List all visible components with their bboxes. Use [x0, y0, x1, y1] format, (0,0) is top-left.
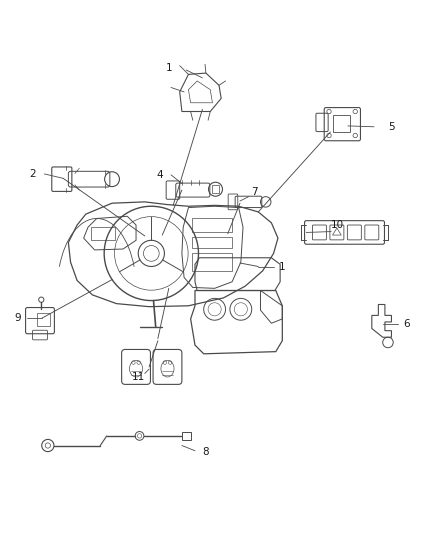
Text: 4: 4 [157, 170, 163, 180]
Text: 7: 7 [251, 187, 257, 197]
Bar [192, 237, 232, 248]
Bar [182, 432, 191, 440]
Text: 1: 1 [166, 63, 172, 73]
Text: 2: 2 [29, 169, 35, 179]
Bar [212, 185, 219, 193]
Text: 8: 8 [203, 447, 209, 457]
Text: 5: 5 [388, 122, 395, 132]
Text: 1: 1 [279, 262, 286, 271]
Text: 9: 9 [15, 313, 21, 323]
Bar [37, 313, 49, 326]
Bar [192, 253, 232, 271]
Text: 10: 10 [330, 220, 343, 230]
Bar [91, 227, 115, 240]
Text: 11: 11 [131, 372, 145, 382]
Text: 6: 6 [403, 319, 410, 329]
Bar [192, 219, 232, 231]
Bar [333, 115, 350, 132]
